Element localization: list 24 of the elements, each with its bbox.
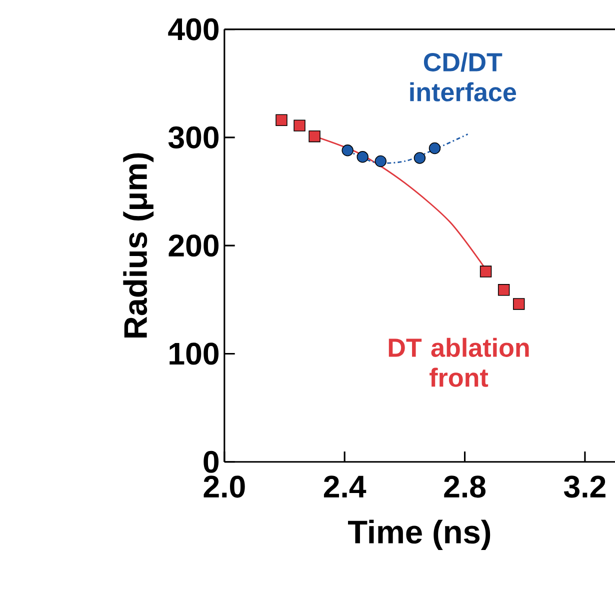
point xyxy=(498,284,510,296)
series-label: CD/DT interface xyxy=(410,52,516,102)
x-tick-label: 2.0 xyxy=(204,476,245,498)
point xyxy=(480,266,492,278)
point xyxy=(428,142,441,154)
y-tick-label: 0 xyxy=(204,450,219,474)
point xyxy=(276,114,288,126)
y-tick-label: 100 xyxy=(170,342,219,365)
x-tick-label: 2.8 xyxy=(444,476,486,498)
point xyxy=(512,298,525,310)
x-tick-label: 3.2 xyxy=(564,476,606,498)
y-tick-label: 200 xyxy=(168,234,219,257)
series-label: DT ablation front xyxy=(388,338,529,388)
point xyxy=(374,156,387,168)
point xyxy=(342,144,354,156)
y-axis-title: Radius (μm) xyxy=(123,153,154,338)
point xyxy=(308,130,320,142)
y-tick-label: 300 xyxy=(168,126,219,149)
point xyxy=(414,152,426,164)
point xyxy=(294,120,306,132)
y-tick-label: 400 xyxy=(168,18,219,41)
x-tick-label: 2.4 xyxy=(324,476,366,498)
point xyxy=(356,151,368,163)
x-axis-title: Time (ns) xyxy=(348,520,490,550)
